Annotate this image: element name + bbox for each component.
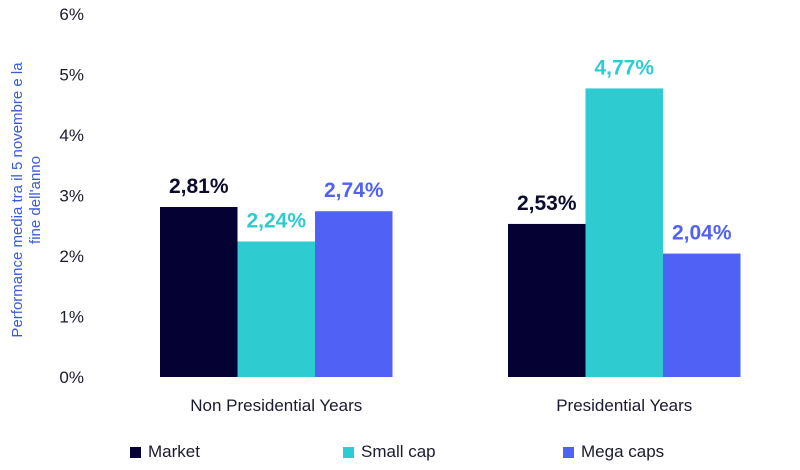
- y-axis-label: Performance media tra il 5 novembre e la…: [9, 62, 44, 338]
- bar-mega-caps: [315, 211, 393, 377]
- data-label: 2,04%: [672, 222, 732, 245]
- y-axis-ticks: 0% 1% 2% 3% 4% 5% 6%: [59, 5, 84, 387]
- y-tick-label: 5%: [59, 66, 84, 85]
- legend-label: Mega caps: [581, 442, 665, 461]
- y-tick-label: 0%: [59, 368, 84, 387]
- legend-label: Market: [148, 442, 200, 461]
- data-label: 4,77%: [594, 56, 654, 79]
- bars: [160, 88, 741, 377]
- legend-swatch: [563, 446, 574, 458]
- data-labels: 2,81% 2,24% 2,74% 2,53% 4,77% 2,04%: [169, 56, 732, 244]
- bar-chart: 0% 1% 2% 3% 4% 5% 6% Performance media tra il …: [9, 5, 741, 415]
- data-label: 2,24%: [246, 209, 306, 232]
- legend-item: Small cap: [343, 442, 436, 462]
- y-tick-label: 4%: [59, 126, 84, 145]
- legend: Market Small cap Mega caps: [130, 442, 770, 466]
- y-tick-label: 1%: [59, 308, 84, 327]
- bar-market: [508, 223, 586, 377]
- bar-mega-caps: [663, 253, 741, 377]
- legend-label: Small cap: [361, 442, 436, 461]
- legend-item: Mega caps: [563, 442, 664, 462]
- y-axis-title: Performance media tra il 5 novembre e la…: [9, 62, 44, 338]
- bar-small-cap: [237, 241, 315, 377]
- bar-market: [160, 206, 238, 377]
- legend-item: Market: [130, 442, 200, 462]
- data-label: 2,53%: [517, 192, 577, 215]
- legend-swatch: [343, 446, 354, 458]
- legend-swatch: [130, 446, 141, 458]
- category-label: Presidential Years: [556, 396, 692, 415]
- data-label: 2,81%: [169, 175, 229, 198]
- y-tick-label: 6%: [59, 5, 84, 24]
- data-label: 2,74%: [324, 179, 384, 202]
- category-labels: Non Presidential Years Presidential Years: [190, 396, 692, 415]
- y-tick-label: 3%: [59, 187, 84, 206]
- category-label: Non Presidential Years: [190, 396, 362, 415]
- bar-small-cap: [585, 88, 663, 377]
- y-tick-label: 2%: [59, 247, 84, 266]
